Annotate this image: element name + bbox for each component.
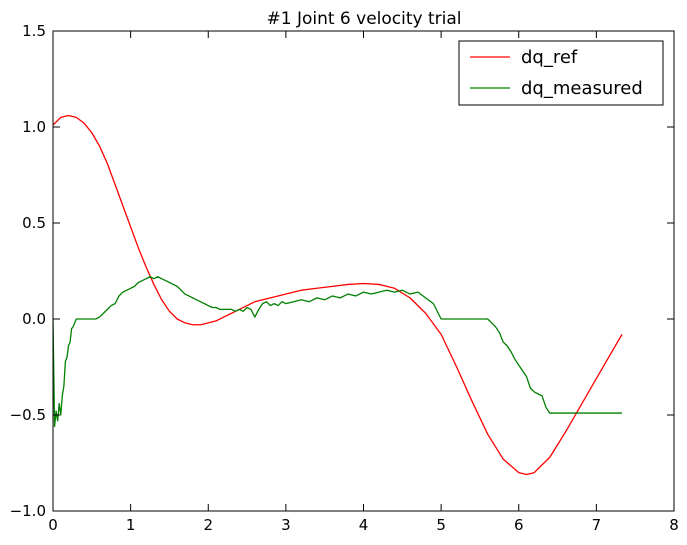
y-tick-label: −1.0 — [10, 502, 46, 520]
y-tick-label: 0.5 — [22, 214, 46, 232]
chart-title: #1 Joint 6 velocity trial — [266, 9, 461, 29]
x-tick-label: 4 — [359, 516, 369, 534]
series-line-dq-measured — [53, 276, 622, 428]
y-tick-label: −0.5 — [10, 406, 46, 424]
x-tick-label: 7 — [592, 516, 602, 534]
ticks-layer: 0 1 2 3 4 5 6 7 8 −1.0 −0.5 0.0 0.5 1.0 1.5 — [10, 22, 679, 534]
x-tick-label: 6 — [514, 516, 524, 534]
x-tick-label: 3 — [281, 516, 291, 534]
legend-label-dq-ref: dq_ref — [521, 47, 578, 68]
y-tick-label: 1.0 — [22, 118, 46, 136]
series-line-dq-ref — [53, 114, 623, 476]
legend: dq_ref dq_measured — [458, 40, 664, 106]
y-tick-label: 1.5 — [22, 22, 46, 40]
series-layer — [53, 114, 623, 476]
legend-label-dq-measured: dq_measured — [521, 78, 643, 99]
legend-box — [458, 40, 664, 106]
x-tick-label: 0 — [48, 516, 58, 534]
x-tick-label: 8 — [669, 516, 679, 534]
x-tick-label: 5 — [436, 516, 446, 534]
x-tick-label: 1 — [126, 516, 136, 534]
y-tick-label: 0.0 — [22, 310, 46, 328]
x-tick-label: 2 — [203, 516, 213, 534]
